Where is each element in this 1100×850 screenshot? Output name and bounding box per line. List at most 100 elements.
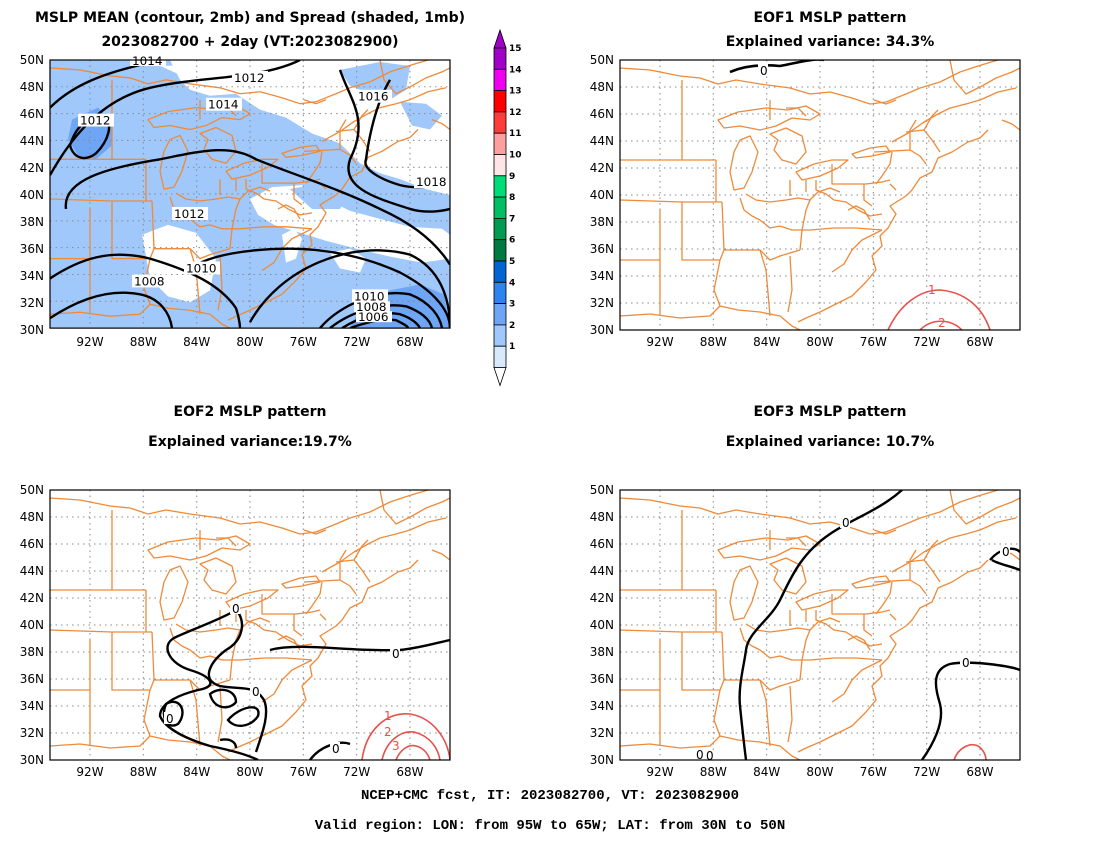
latitude-tick-label: 32N [20,296,44,310]
latitude-tick-label: 50N [590,483,614,497]
latitude-tick-label: 32N [590,726,614,740]
contour-label: 0 [392,647,400,661]
contour-label: 0 [760,64,768,78]
longitude-tick-label: 76W [290,335,317,349]
panel2-title: EOF1 MSLP pattern [753,10,907,26]
longitude-tick-label: 92W [76,765,103,779]
eof3-labels: 0 0 0 0 0 [694,516,1010,763]
contour-label: 1012 [174,207,204,221]
latitude-tick-label: 30N [20,323,44,337]
colorbar-swatch [493,324,507,347]
latitude-tick-label: 42N [590,591,614,605]
colorbar-label: 14 [509,65,522,75]
eof1-labels: 0 1 2 [758,64,946,330]
contour-label: 0 [706,749,714,763]
latitude-tick-label: 30N [590,753,614,767]
latitude-tick-label: 48N [590,510,614,524]
latitude-tick-label: 34N [20,699,44,713]
colorbar-label: 6 [509,236,515,246]
colorbar-label: 5 [509,257,515,267]
colorbar-swatch [493,132,507,155]
colorbar-swatch [493,239,507,262]
colorbar-label: 9 [509,172,515,182]
mean-contour-labels: 1014 1012 1014 1016 1012 1018 1012 1010 … [78,54,450,324]
longitude-tick-label: 92W [76,335,103,349]
contour-label: 2 [384,725,392,739]
panel3-subtitle: Explained variance:19.7% [148,434,352,450]
latitude-tick-label: 34N [590,699,614,713]
colorbar-label: 4 [509,278,515,288]
latitude-tick-label: 50N [590,53,614,67]
panel3-map: 0 0 0 0 0 1 2 3 [49,489,451,761]
contour-label: 2 [938,316,946,330]
latitude-tick-label: 40N [590,188,614,202]
contour-label: 0 [332,742,340,756]
colorbar-swatch [493,345,507,368]
colorbar-swatch [493,281,507,304]
colorbar-label: 2 [509,321,515,331]
colorbar-swatch [493,196,507,219]
longitude-tick-label: 72W [343,335,370,349]
colorbar-swatch [493,260,507,283]
contour-label: 1010 [354,289,384,303]
contour-label: 0 [1002,545,1010,559]
contour-label: 0 [962,656,970,670]
longitude-tick-label: 92W [646,765,673,779]
colorbar-label: 1 [509,342,515,352]
footer-valid-region: Valid region: LON: from 95W to 65W; LAT:… [314,818,786,834]
longitude-tick-label: 88W [700,765,727,779]
contour-label: 0 [232,602,240,616]
latitude-tick-label: 48N [20,80,44,94]
longitude-tick-label: 68W [396,765,423,779]
longitude-tick-label: 72W [343,765,370,779]
longitude-tick-label: 76W [860,765,887,779]
contour-label: 1012 [234,71,264,85]
longitude-tick-label: 88W [130,765,157,779]
latitude-tick-label: 48N [20,510,44,524]
latitude-tick-label: 36N [20,672,44,686]
latitude-tick-label: 32N [20,726,44,740]
contour-label: 1010 [186,262,216,276]
contour-label: 0 [842,516,850,530]
latitude-tick-label: 44N [590,134,614,148]
longitude-tick-label: 92W [646,335,673,349]
colorbar-swatch [493,47,507,70]
axis-labels: 50N 48N 46N 44N 42N 40N 38N 36N 34N 32N 30N 92W 88W 8… [20,53,994,779]
longitude-tick-label: 76W [860,335,887,349]
latitude-tick-label: 40N [590,618,614,632]
latitude-tick-label: 30N [590,323,614,337]
mean-pressure-contours [50,60,450,329]
contour-label: 1 [384,709,392,723]
latitude-tick-label: 36N [20,242,44,256]
longitude-tick-label: 68W [966,335,993,349]
contour-label: 1006 [358,310,388,324]
colorbar-swatch [493,175,507,198]
panel2-subtitle: Explained variance: 34.3% [725,34,935,50]
latitude-tick-label: 46N [20,107,44,121]
contour-label: 3 [392,739,400,753]
longitude-tick-label: 76W [290,765,317,779]
longitude-tick-label: 80W [236,765,263,779]
latitude-tick-label: 44N [590,564,614,578]
longitude-tick-label: 68W [966,765,993,779]
panel1-subtitle: 2023082700 + 2day (VT:2023082900) [101,34,399,50]
colorbar-swatch [493,68,507,92]
contour-label: 0 [696,748,704,762]
contour-label: 1018 [416,175,446,189]
colorbar-swatch [493,111,507,134]
panel1-title: MSLP MEAN (contour, 2mb) and Spread (sha… [35,10,465,26]
colorbar-swatch [493,154,507,177]
longitude-tick-label: 84W [753,335,780,349]
contour-label: 0 [252,685,260,699]
contour-label: 1012 [80,114,110,128]
eof2-labels: 0 0 0 0 0 1 2 3 [164,602,400,756]
latitude-tick-label: 46N [20,537,44,551]
latitude-tick-label: 42N [20,161,44,175]
latitude-tick-label: 36N [590,672,614,686]
longitude-tick-label: 72W [913,335,940,349]
panel3-title: EOF2 MSLP pattern [173,404,327,420]
colorbar-swatch [493,90,507,113]
colorbar-bottom-arrow [493,367,507,387]
latitude-tick-label: 38N [590,215,614,229]
